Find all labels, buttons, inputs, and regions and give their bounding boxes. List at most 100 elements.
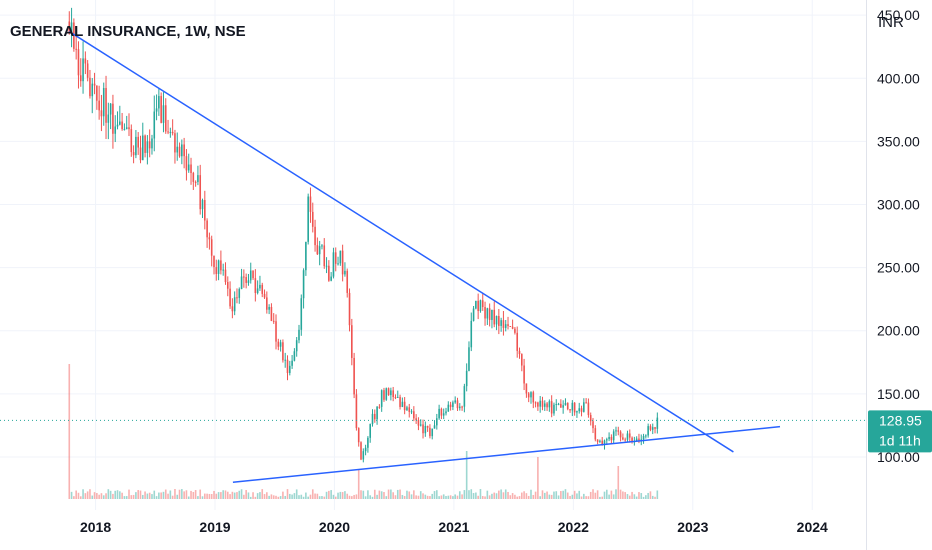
- volume-bar: [75, 490, 77, 499]
- volume-bar: [442, 494, 445, 499]
- volume-bar: [137, 490, 139, 499]
- candle-body: [615, 430, 617, 432]
- volume-bar: [498, 490, 500, 499]
- volume-bar: [571, 494, 574, 499]
- candle-body: [263, 293, 266, 298]
- candle-body: [589, 415, 592, 422]
- candle-body: [141, 135, 144, 161]
- candle-body: [286, 359, 289, 373]
- volume-bar: [367, 490, 369, 499]
- volume-bar: [624, 492, 626, 499]
- candle-body: [424, 425, 427, 434]
- candle-body: [109, 103, 112, 115]
- volume-bar: [415, 495, 417, 499]
- volume-bar: [68, 364, 71, 499]
- candle-body: [537, 402, 539, 407]
- volume-bar: [344, 491, 346, 499]
- volume-bar: [603, 491, 606, 499]
- volume-bar: [109, 490, 112, 499]
- candle-body: [495, 315, 498, 325]
- volume-bar: [543, 492, 546, 499]
- volume-bar: [493, 492, 496, 499]
- candle-body: [160, 96, 162, 123]
- volume-bar: [206, 493, 208, 499]
- time-axis[interactable]: 2018 2019 2020 2021 2022 2023 2024: [80, 519, 828, 535]
- candle-body: [654, 427, 656, 429]
- candle-body: [392, 390, 394, 398]
- volume-bar: [504, 489, 507, 499]
- volume-bar: [401, 494, 404, 499]
- candle-body: [502, 320, 505, 328]
- volume-bar: [348, 495, 351, 499]
- candle-body: [220, 260, 222, 271]
- candle-body: [123, 129, 126, 131]
- volume-bar: [171, 495, 174, 499]
- y-tick-label: 250.00: [877, 260, 920, 276]
- candle-body: [169, 131, 172, 133]
- volume-bar: [468, 490, 470, 499]
- volume-bar: [224, 490, 227, 499]
- volume-bar: [656, 490, 659, 499]
- x-tick-label: 2022: [558, 519, 589, 535]
- candle-body: [268, 306, 270, 310]
- x-tick-label: 2024: [797, 519, 828, 535]
- volume-bar: [633, 494, 636, 499]
- candle-body: [291, 360, 293, 366]
- volume-bar: [151, 494, 153, 499]
- candle-body: [555, 403, 558, 405]
- volume-bar: [148, 492, 151, 499]
- candle-body: [323, 245, 326, 267]
- candle-body: [187, 164, 190, 171]
- candle-body: [550, 401, 553, 414]
- candle-body: [240, 276, 243, 290]
- volume-bar: [541, 490, 544, 499]
- volume-bar: [654, 496, 656, 499]
- volume-bar: [346, 493, 349, 499]
- volume-bar: [298, 495, 300, 499]
- candle-body: [557, 403, 560, 405]
- candle-body: [608, 436, 610, 440]
- candle-body: [321, 245, 323, 247]
- volume-bar: [470, 489, 473, 499]
- candle-body: [100, 110, 103, 117]
- volume-bar: [199, 489, 202, 499]
- volume-bar: [472, 493, 475, 499]
- candle-body: [452, 402, 454, 407]
- volume-bar: [481, 496, 484, 499]
- candle-body: [155, 108, 158, 112]
- volume-bar: [102, 495, 105, 499]
- candle-body: [339, 250, 342, 264]
- volume-bar: [158, 492, 160, 499]
- candle-body: [465, 370, 468, 387]
- volume-bar: [376, 494, 378, 499]
- x-tick-label: 2019: [199, 519, 230, 535]
- candle-body: [622, 437, 624, 440]
- candle-body: [518, 350, 521, 355]
- volume-bar: [249, 496, 252, 499]
- candle-body: [422, 424, 424, 434]
- volume-bar: [357, 469, 360, 499]
- candle-body: [645, 435, 647, 437]
- price-axis[interactable]: 100.00 150.00 200.00 250.00 300.00 350.00 400.…: [877, 7, 920, 465]
- candle-body: [337, 263, 339, 265]
- candle-body: [449, 404, 452, 407]
- candle-body: [158, 96, 160, 109]
- candle-body: [509, 326, 512, 328]
- volume-bar: [615, 489, 617, 499]
- candle-body: [530, 392, 532, 398]
- volume-bar: [410, 494, 413, 499]
- volume-bar: [461, 494, 463, 499]
- candle-body: [546, 403, 548, 408]
- candle-body: [174, 133, 176, 153]
- volume-bar: [226, 491, 229, 499]
- volume-bar: [178, 489, 181, 499]
- volume-bar: [645, 495, 647, 499]
- candle-body: [367, 437, 369, 448]
- candle-body: [426, 425, 429, 428]
- candle-body: [185, 156, 188, 171]
- volume-bar: [89, 489, 91, 499]
- candle-body: [314, 226, 316, 246]
- candle-body: [401, 401, 404, 407]
- candle-body: [651, 427, 654, 430]
